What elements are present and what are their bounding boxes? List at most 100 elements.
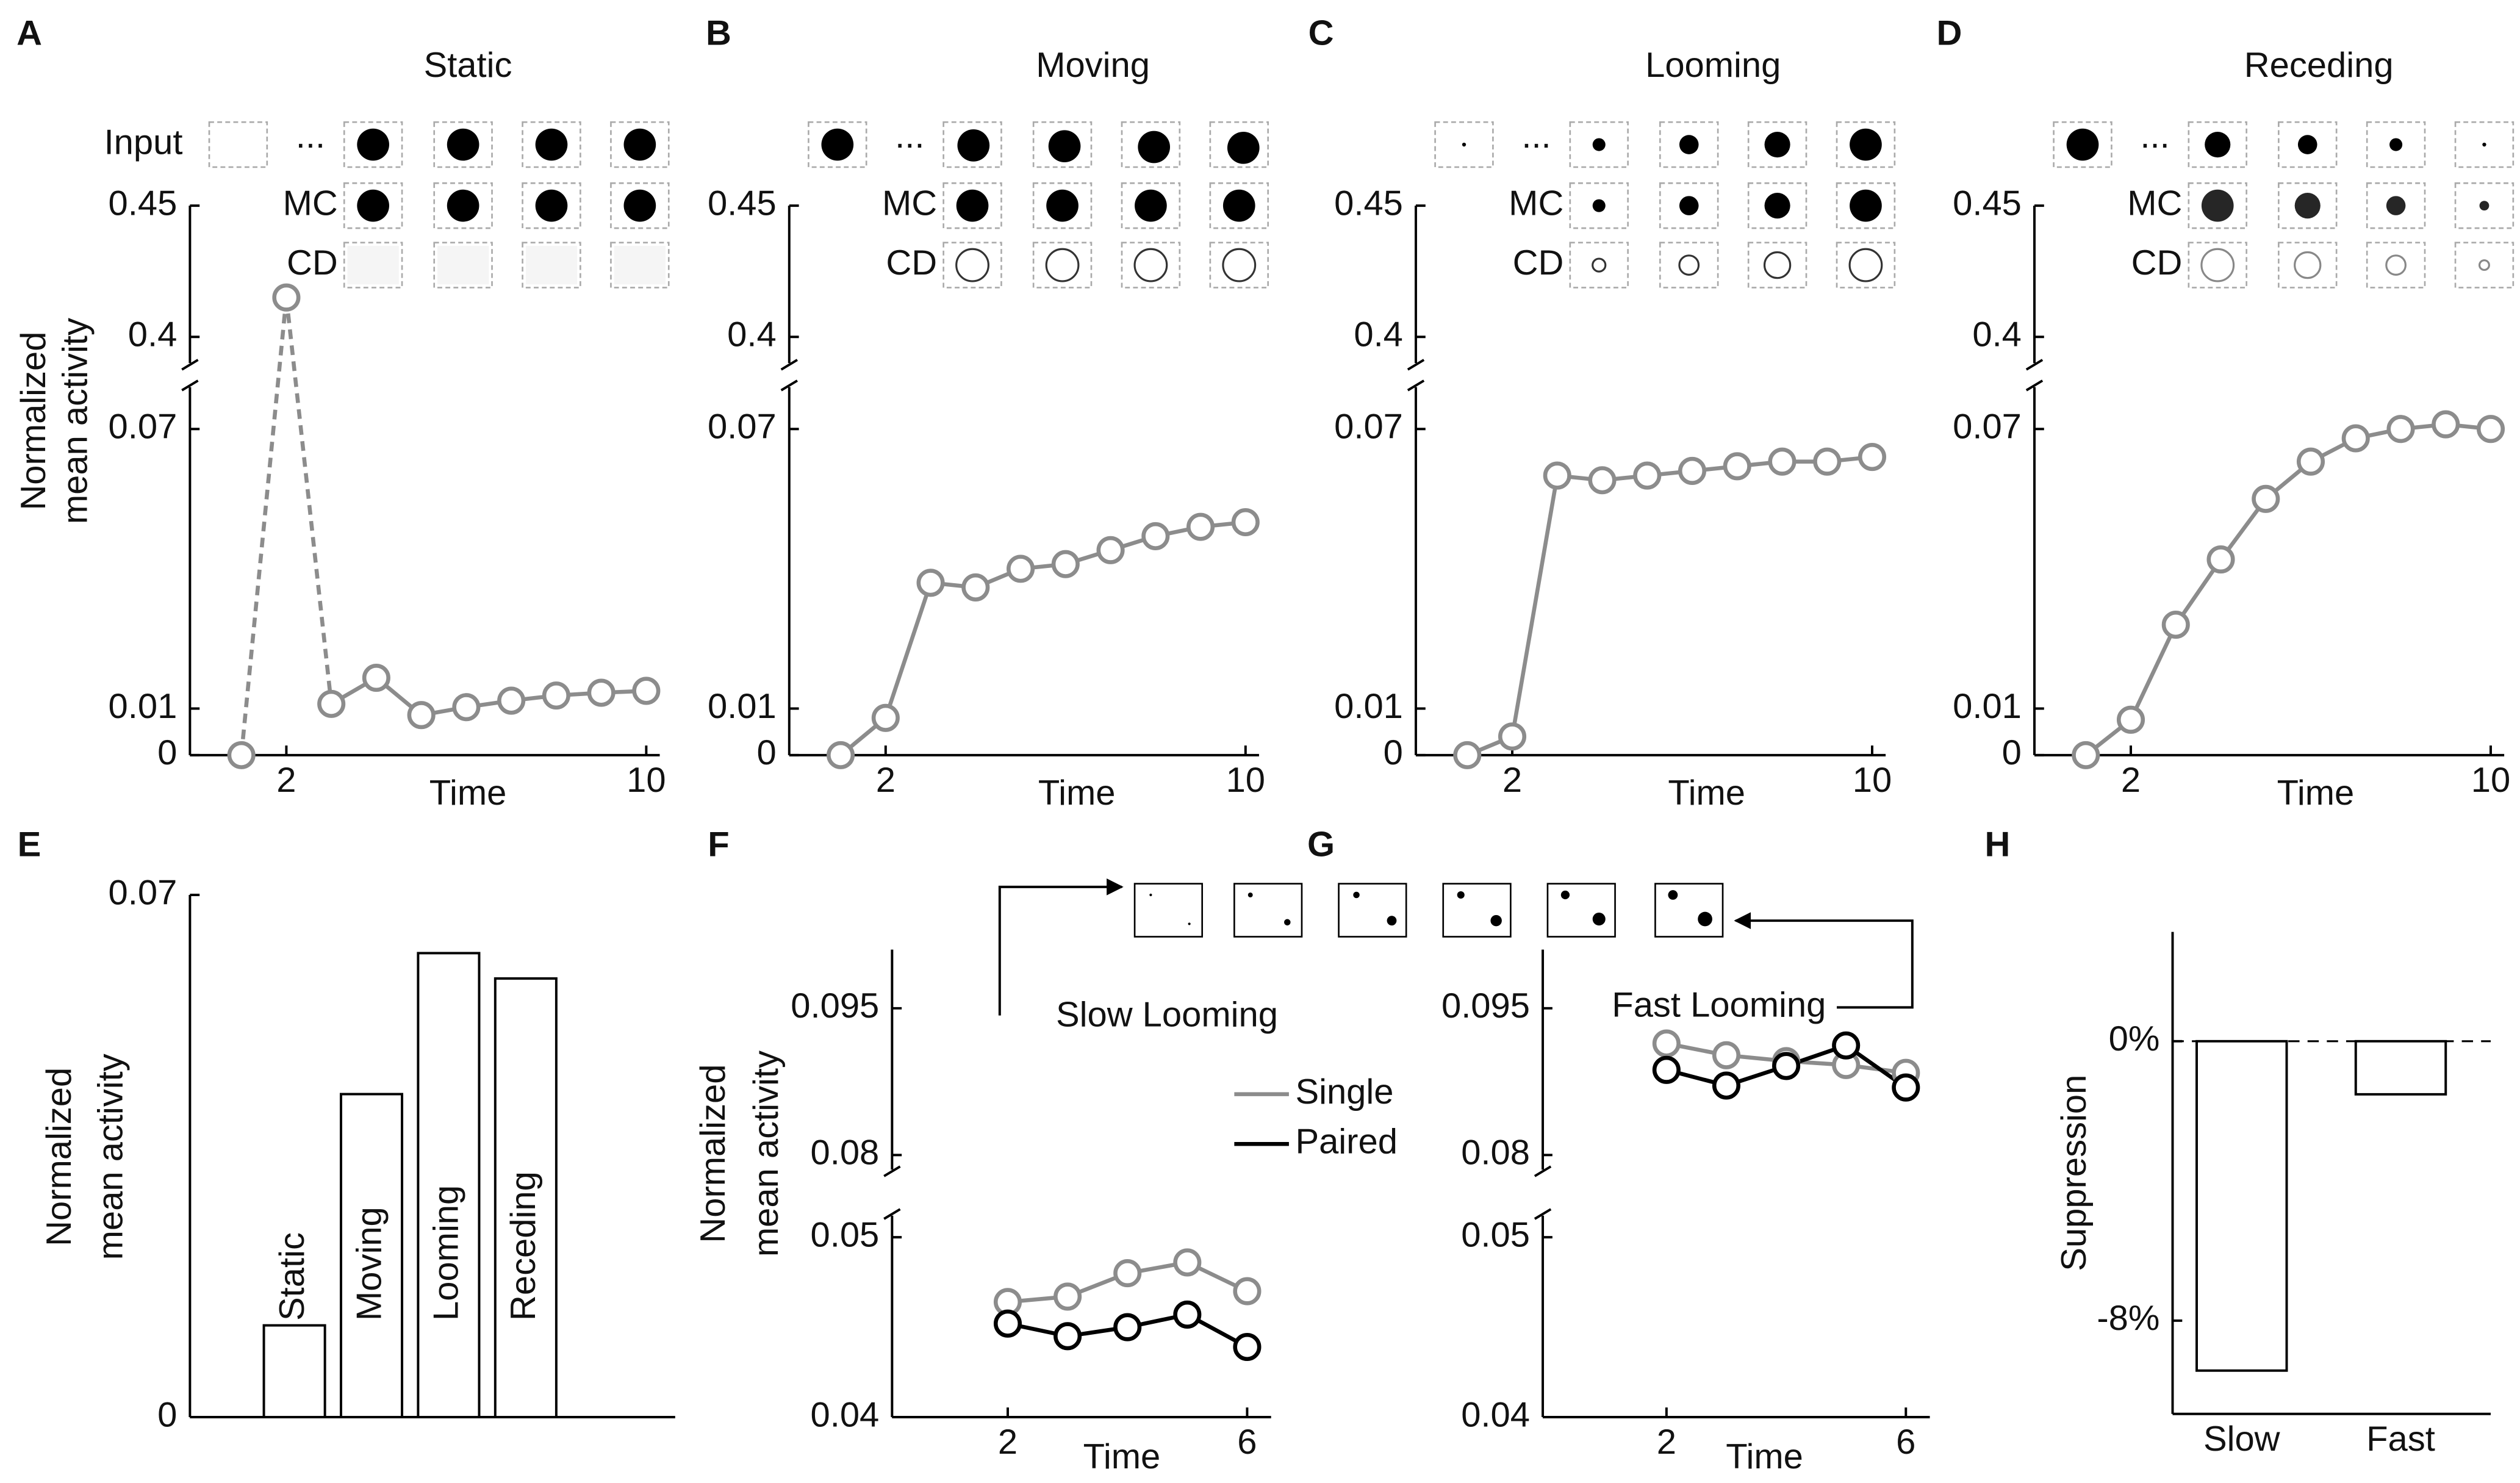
point	[1231, 508, 1260, 537]
y-axis-label: Normalized	[14, 332, 53, 511]
point	[497, 686, 526, 715]
row-label: MC	[1509, 184, 1563, 223]
y-tick-label: 0.4	[1354, 315, 1403, 354]
stimulus	[2297, 135, 2317, 154]
y-tick-label: 0	[157, 733, 177, 772]
stimulus-frame	[1032, 182, 1093, 229]
x-tick-label: 10	[1226, 761, 1265, 800]
x-tick-label: 6	[1896, 1423, 1915, 1462]
mc-response	[357, 189, 389, 222]
stimulus-frame	[1747, 182, 1807, 229]
row-label: CD	[2131, 243, 2183, 282]
stimulus	[1227, 131, 1260, 164]
mc-response	[2386, 196, 2406, 215]
cd-response	[1678, 254, 1700, 276]
point	[1051, 550, 1080, 578]
y-tick-label: 0.05	[811, 1215, 880, 1254]
x-tick-label: 10	[626, 761, 666, 800]
stimulus-frame	[1209, 242, 1269, 289]
cd-response	[2294, 251, 2322, 279]
x-tick-label: 10	[1853, 761, 1892, 800]
x-axis-label: Time	[429, 774, 507, 813]
point	[1186, 512, 1215, 541]
stimulus-frame	[2366, 242, 2426, 289]
dot	[1698, 911, 1712, 927]
x-tick-label: Fast	[2366, 1420, 2435, 1459]
x-axis-label: Time	[1083, 1437, 1161, 1476]
point	[1173, 1248, 1202, 1277]
stimulus	[623, 128, 656, 161]
stimulus-frame	[2188, 182, 2247, 229]
mc-response	[535, 189, 568, 222]
x-tick-label: 2	[2121, 761, 2141, 800]
x-tick-label: 2	[276, 761, 296, 800]
y-tick-label: 0%	[2109, 1019, 2160, 1058]
y-tick-label: 0.45	[708, 184, 777, 223]
axis-break	[780, 359, 798, 371]
cd-response	[2385, 254, 2407, 276]
point	[1453, 741, 1482, 769]
mc-response	[956, 189, 989, 222]
ellipsis: ...	[296, 117, 325, 156]
y-axis-label: Suppression	[2055, 1075, 2094, 1271]
stimulus	[2205, 131, 2231, 158]
y-tick-label: 0.45	[1334, 184, 1403, 223]
y-tick-label: 0.4	[1972, 315, 2022, 354]
point	[227, 741, 256, 769]
category-label: Looming	[427, 1185, 466, 1321]
x-axis-label: Time	[1668, 774, 1745, 813]
stimulus-frame	[1434, 121, 1494, 168]
stimulus-frame	[1659, 121, 1719, 168]
row-label: MC	[283, 184, 338, 223]
point	[1054, 1322, 1082, 1351]
point	[2432, 410, 2460, 439]
stimulus-frame	[433, 242, 493, 289]
y-tick-label: 0.07	[708, 408, 777, 447]
stimulus-frame	[522, 242, 581, 289]
dot	[1592, 913, 1606, 926]
cd-response	[1848, 248, 1883, 282]
point	[1768, 447, 1797, 476]
point	[2206, 545, 2235, 574]
stimulus-frame	[2278, 182, 2338, 229]
y-tick-label: 0.4	[727, 315, 777, 354]
panel-title: Static	[424, 46, 512, 85]
point	[1233, 1277, 1262, 1305]
stimulus-frame	[208, 121, 268, 168]
cd-response	[1045, 248, 1080, 282]
point	[1588, 466, 1617, 495]
mc-response	[1592, 199, 1606, 212]
stimulus	[1679, 135, 1699, 154]
axis-break	[2025, 379, 2044, 392]
point	[1233, 1332, 1262, 1362]
row-label: CD	[1513, 243, 1564, 282]
panel-letter: H	[1984, 825, 2010, 864]
row-label: CD	[287, 243, 338, 282]
y-tick-label: 0.095	[1441, 986, 1530, 1025]
panel-title: Moving	[1036, 46, 1150, 85]
panel-letter: G	[1307, 825, 1335, 864]
y-tick-label: 0.07	[109, 873, 178, 912]
ellipsis: ...	[1521, 117, 1551, 156]
stimulus	[1138, 131, 1171, 163]
line-segment	[883, 582, 933, 719]
point	[2252, 484, 2280, 513]
point	[2476, 415, 2505, 443]
dot	[1387, 916, 1397, 926]
stimulus-frame	[1747, 121, 1807, 168]
cd-response	[2200, 248, 2235, 282]
looming-thumbnails	[1133, 883, 1724, 938]
row-label: Input	[104, 123, 183, 162]
line-segment	[284, 297, 334, 705]
thumb	[1133, 883, 1203, 938]
y-tick-label: 0.4	[128, 315, 178, 354]
stimulus-frame	[1121, 242, 1181, 289]
stimulus-frame	[1032, 242, 1093, 289]
stimulus-frame	[1209, 182, 1269, 229]
point	[452, 693, 481, 722]
ellipsis: ...	[895, 117, 924, 156]
mc-response	[2294, 193, 2321, 219]
bar	[339, 1093, 404, 1418]
point	[632, 677, 661, 705]
